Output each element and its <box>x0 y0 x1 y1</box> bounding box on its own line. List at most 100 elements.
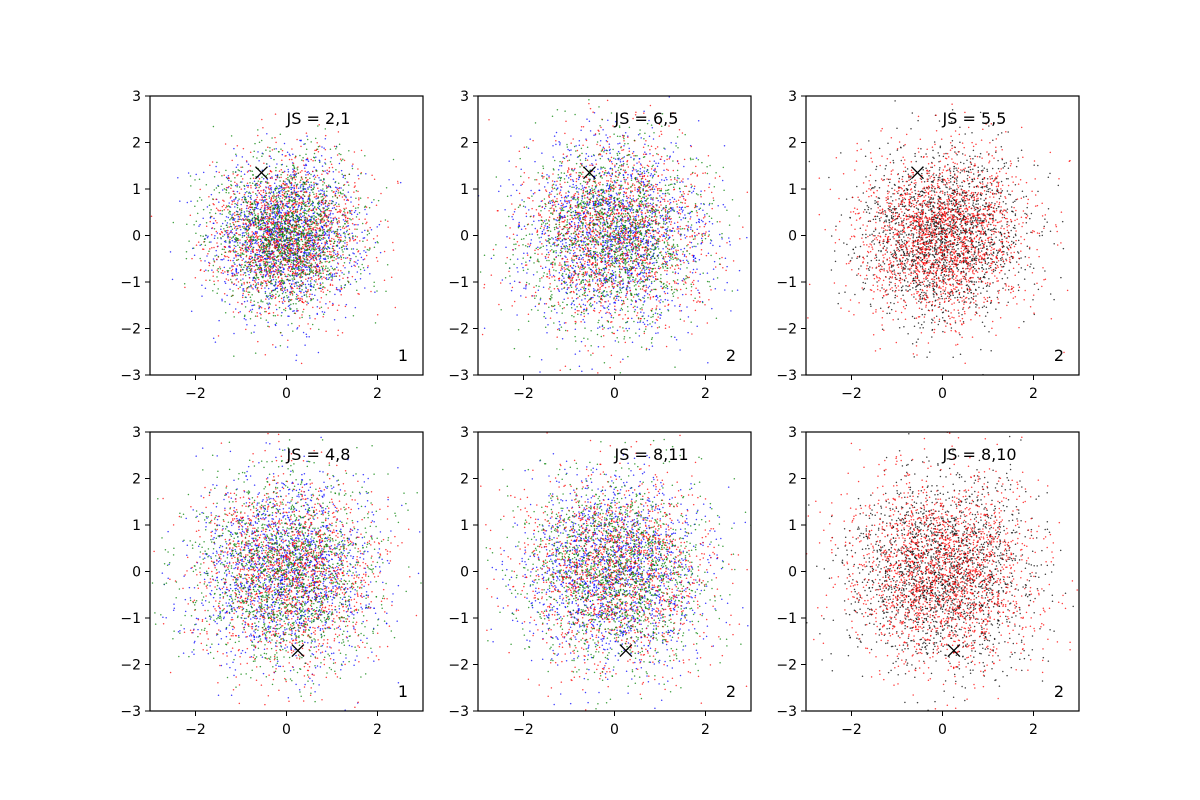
scatter-point <box>338 152 340 155</box>
scatter-point <box>262 201 264 203</box>
scatter-point <box>245 290 248 292</box>
scatter-point <box>353 151 356 153</box>
scatter-point <box>251 170 254 172</box>
scatter-point <box>260 313 262 316</box>
scatter-point <box>394 306 397 309</box>
scatter-point <box>224 271 226 273</box>
scatter-point <box>324 162 326 164</box>
scatter-point <box>322 216 325 218</box>
scatter-point <box>240 247 242 249</box>
scatter-point <box>366 266 369 269</box>
scatter-point <box>329 199 331 202</box>
scatter-point <box>308 246 311 248</box>
scatter-point <box>236 184 239 186</box>
scatter-point <box>309 267 312 270</box>
scatter-point <box>265 319 268 321</box>
scatter-point <box>308 205 310 208</box>
scatter-point <box>284 273 286 276</box>
scatter-point <box>223 228 225 230</box>
scatter-point <box>324 232 326 234</box>
scatter-point <box>209 220 211 223</box>
scatter-point <box>291 186 294 189</box>
scatter-point <box>313 254 316 257</box>
scatter-point <box>299 265 301 268</box>
scatter-point <box>354 306 357 309</box>
scatter-point <box>265 201 268 203</box>
scatter-point <box>321 165 324 167</box>
scatter-point <box>338 210 341 213</box>
scatter-point <box>306 220 308 222</box>
scatter-point <box>355 197 357 200</box>
scatter-point <box>262 153 264 155</box>
scatter-point <box>292 199 294 201</box>
scatter-point <box>313 235 316 237</box>
scatter-point <box>241 196 244 199</box>
scatter-point <box>344 212 346 214</box>
scatter-point <box>298 255 301 258</box>
scatter-point <box>283 248 286 251</box>
scatter-point <box>215 230 218 233</box>
scatter-point <box>259 264 262 267</box>
scatter-point <box>549 274 551 276</box>
scatter-point <box>326 218 328 221</box>
scatter-point <box>309 177 311 179</box>
scatter-point <box>300 139 302 141</box>
scatter-point <box>256 251 258 254</box>
scatter-point <box>244 240 246 242</box>
scatter-point <box>358 293 360 295</box>
scatter-point <box>300 272 302 274</box>
scatter-point <box>218 209 220 212</box>
scatter-point <box>278 185 281 187</box>
scatter-point <box>216 245 219 248</box>
scatter-point <box>285 215 287 218</box>
scatter-point <box>293 291 296 294</box>
scatter-point <box>337 257 339 259</box>
scatter-point <box>232 294 234 297</box>
scatter-point <box>349 237 351 239</box>
scatter-point <box>274 196 276 198</box>
scatter-point <box>304 300 307 303</box>
scatter-point <box>348 228 351 231</box>
scatter-point <box>302 308 305 311</box>
scatter-point <box>392 249 395 251</box>
scatter-point <box>305 333 308 336</box>
scatter-point <box>324 260 327 263</box>
scatter-point <box>319 209 322 212</box>
scatter-point <box>370 290 372 293</box>
scatter-point <box>304 188 307 190</box>
scatter-point <box>247 218 249 220</box>
scatter-point <box>212 289 214 292</box>
scatter-point <box>253 216 256 218</box>
scatter-point <box>268 226 271 228</box>
scatter-point <box>281 215 283 217</box>
scatter-point <box>325 293 328 296</box>
scatter-point <box>640 238 642 240</box>
scatter-point <box>298 249 301 251</box>
scatter-point <box>329 229 332 232</box>
scatter-point <box>630 280 632 282</box>
scatter-point <box>265 257 267 260</box>
scatter-point <box>303 203 305 206</box>
scatter-point <box>294 202 297 204</box>
scatter-point <box>557 227 559 230</box>
scatter-point <box>223 240 226 243</box>
scatter-point <box>240 166 242 169</box>
scatter-point <box>310 158 312 161</box>
scatter-point <box>240 170 243 173</box>
scatter-point <box>311 271 314 273</box>
scatter-point <box>246 191 248 193</box>
scatter-point <box>194 179 196 181</box>
scatter-point <box>302 193 304 196</box>
scatter-point <box>280 173 282 176</box>
scatter-point <box>223 174 225 177</box>
scatter-point <box>291 274 294 277</box>
scatter-point <box>251 293 253 296</box>
scatter-point <box>295 228 297 230</box>
scatter-point <box>246 249 249 252</box>
scatter-point <box>278 225 280 228</box>
scatter-point <box>280 236 282 238</box>
scatter-point <box>327 217 329 219</box>
scatter-point <box>320 275 322 278</box>
scatter-point <box>324 247 326 249</box>
